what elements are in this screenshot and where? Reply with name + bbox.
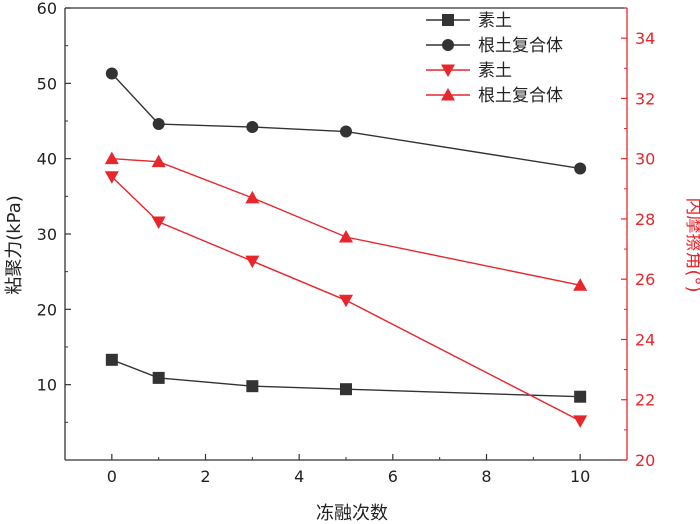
data-point [340, 383, 352, 396]
data-point [339, 294, 353, 308]
y-right-tick-label: 22 [635, 391, 655, 410]
data-point [151, 154, 166, 168]
legend-label: 素土 [478, 11, 512, 31]
data-point [573, 278, 588, 291]
y-left-tick-label: 20 [37, 300, 57, 319]
series-2 [104, 171, 588, 428]
x-tick-label: 10 [570, 467, 590, 486]
y-left-tick-label: 60 [37, 0, 57, 18]
data-point [245, 255, 260, 269]
y-right-tick-label: 30 [635, 150, 655, 169]
data-point [152, 371, 165, 384]
legend-marker [441, 88, 455, 101]
x-tick-label: 6 [388, 467, 398, 486]
y-left-tick-label: 40 [37, 150, 57, 169]
y-right-tick-label: 28 [635, 210, 655, 229]
legend-marker [441, 64, 455, 77]
data-point [245, 190, 260, 204]
series-layer [104, 67, 588, 428]
data-point [105, 67, 118, 80]
y-right-tick-label: 34 [635, 29, 655, 48]
y-right-tick-label: 32 [635, 89, 655, 108]
data-point [573, 415, 588, 428]
y-right-axis-title: 内摩擦角(°) [683, 197, 700, 292]
x-tick-label: 8 [481, 467, 491, 486]
data-point [104, 151, 119, 165]
y-left-tick-label: 50 [37, 74, 57, 93]
series-0 [105, 353, 587, 403]
y-left-axis: 10 20 30 40 50 60 [37, 0, 71, 423]
data-point [246, 380, 259, 393]
data-point [104, 171, 119, 184]
x-tick-label: 4 [294, 467, 304, 486]
data-point [574, 162, 587, 175]
data-point [152, 118, 165, 131]
legend-label: 根土复合体 [478, 36, 563, 56]
data-point [151, 216, 166, 229]
y-left-tick-label: 10 [37, 376, 57, 395]
data-point [105, 353, 118, 366]
legend-marker [442, 39, 454, 51]
x-axis: 0 2 4 6 8 10 [107, 454, 590, 486]
data-point [340, 125, 352, 138]
data-point [574, 390, 587, 403]
x-axis-title: 冻融次数 [316, 503, 388, 524]
data-point [246, 121, 259, 134]
y-right-axis: 20 22 24 26 28 30 32 34 [621, 7, 655, 470]
x-tick-label: 2 [200, 467, 210, 486]
legend-label: 根土复合体 [478, 86, 563, 106]
legend-label: 素土 [478, 61, 512, 81]
series-1 [105, 67, 587, 175]
legend-marker [442, 14, 454, 26]
y-left-axis-title: 粘聚力(kPa) [4, 195, 25, 295]
series-line [111, 157, 581, 286]
y-left-tick-label: 30 [37, 225, 57, 244]
y-right-tick-label: 26 [635, 270, 655, 289]
y-right-tick-label: 20 [635, 451, 655, 470]
y-right-tick-label: 24 [635, 330, 655, 349]
x-tick-label: 0 [107, 467, 117, 486]
series-3 [104, 151, 588, 291]
data-point [339, 230, 353, 243]
